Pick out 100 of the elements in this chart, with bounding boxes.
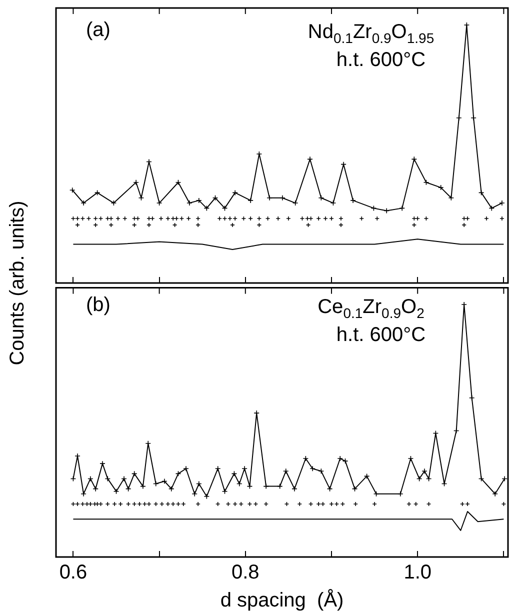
point: [236, 480, 242, 487]
point: [264, 502, 268, 506]
point: [276, 216, 281, 221]
point: [122, 216, 128, 221]
point: [110, 200, 117, 206]
y-axis-title: Counts (arb. units): [6, 200, 30, 366]
point: [232, 502, 238, 506]
point: [359, 216, 364, 221]
point: [484, 216, 489, 221]
point: [214, 466, 221, 472]
point: [75, 502, 80, 506]
point: [399, 205, 406, 212]
point: [329, 216, 334, 221]
point: [280, 194, 286, 201]
x-tick-label: 0.8: [232, 562, 260, 584]
point: [88, 502, 93, 506]
point: [121, 476, 127, 482]
point: [84, 502, 90, 506]
point: [282, 468, 289, 474]
point: [372, 502, 377, 506]
point: [426, 476, 432, 482]
point: [323, 216, 328, 221]
point: [415, 216, 420, 221]
point: [166, 216, 170, 221]
point: [411, 156, 418, 162]
point: [384, 208, 390, 214]
point: [196, 502, 200, 506]
point: [310, 466, 316, 472]
point: [316, 216, 321, 221]
point: [488, 205, 495, 212]
point: [338, 222, 344, 228]
point: [196, 480, 202, 487]
point: [192, 490, 198, 497]
point: [326, 486, 333, 492]
point: [500, 216, 504, 221]
point: [423, 179, 430, 186]
point: [353, 502, 358, 506]
point: [125, 486, 132, 492]
point: [465, 216, 470, 221]
point: [131, 470, 138, 477]
point: [88, 476, 94, 482]
point: [416, 476, 422, 482]
point: [196, 216, 200, 221]
point: [228, 216, 232, 221]
point: [112, 502, 117, 506]
point: [133, 179, 139, 186]
point: [340, 161, 346, 168]
point: [462, 216, 466, 221]
point: [286, 216, 291, 221]
point: [186, 200, 192, 206]
point: [162, 478, 168, 484]
point: [307, 156, 313, 162]
point: [75, 222, 80, 228]
point: [146, 158, 152, 165]
point: [170, 502, 176, 506]
point: [406, 502, 412, 506]
point: [242, 466, 248, 472]
point: [320, 502, 326, 506]
point: [92, 486, 99, 492]
point: [316, 502, 321, 506]
point: [146, 216, 152, 221]
point: [170, 216, 176, 221]
point: [104, 476, 111, 482]
point: [292, 200, 298, 206]
point: [80, 490, 86, 497]
point: [175, 179, 182, 186]
point: [168, 486, 174, 492]
point: [462, 222, 466, 228]
point: [159, 502, 164, 506]
point: [217, 216, 222, 221]
point: [186, 216, 191, 221]
point: [468, 395, 475, 401]
point: [318, 194, 324, 201]
point: [75, 216, 80, 221]
point: [146, 222, 152, 228]
annotation: Nd$_{0.1}$Zr$_{0.9}$O$_{1.95}$: [308, 21, 434, 46]
point: [196, 198, 202, 204]
point: [138, 194, 144, 201]
point: [338, 216, 344, 221]
point: [352, 486, 358, 492]
point: [156, 200, 162, 206]
point: [181, 502, 186, 506]
point: [478, 476, 484, 482]
point: [448, 194, 454, 201]
point: [408, 456, 414, 462]
point: [464, 22, 470, 28]
point: [438, 184, 444, 190]
point: [318, 468, 324, 474]
x-tick-label: 1.0: [404, 562, 432, 584]
point: [230, 222, 235, 228]
point: [113, 488, 120, 494]
point: [118, 502, 123, 506]
point: [397, 490, 404, 497]
annotation: h.t. 600°C: [336, 324, 426, 346]
point: [263, 483, 269, 490]
point: [373, 490, 380, 497]
annotation: (a): [86, 19, 110, 41]
point: [413, 502, 418, 506]
point: [196, 222, 200, 228]
point: [478, 190, 484, 196]
